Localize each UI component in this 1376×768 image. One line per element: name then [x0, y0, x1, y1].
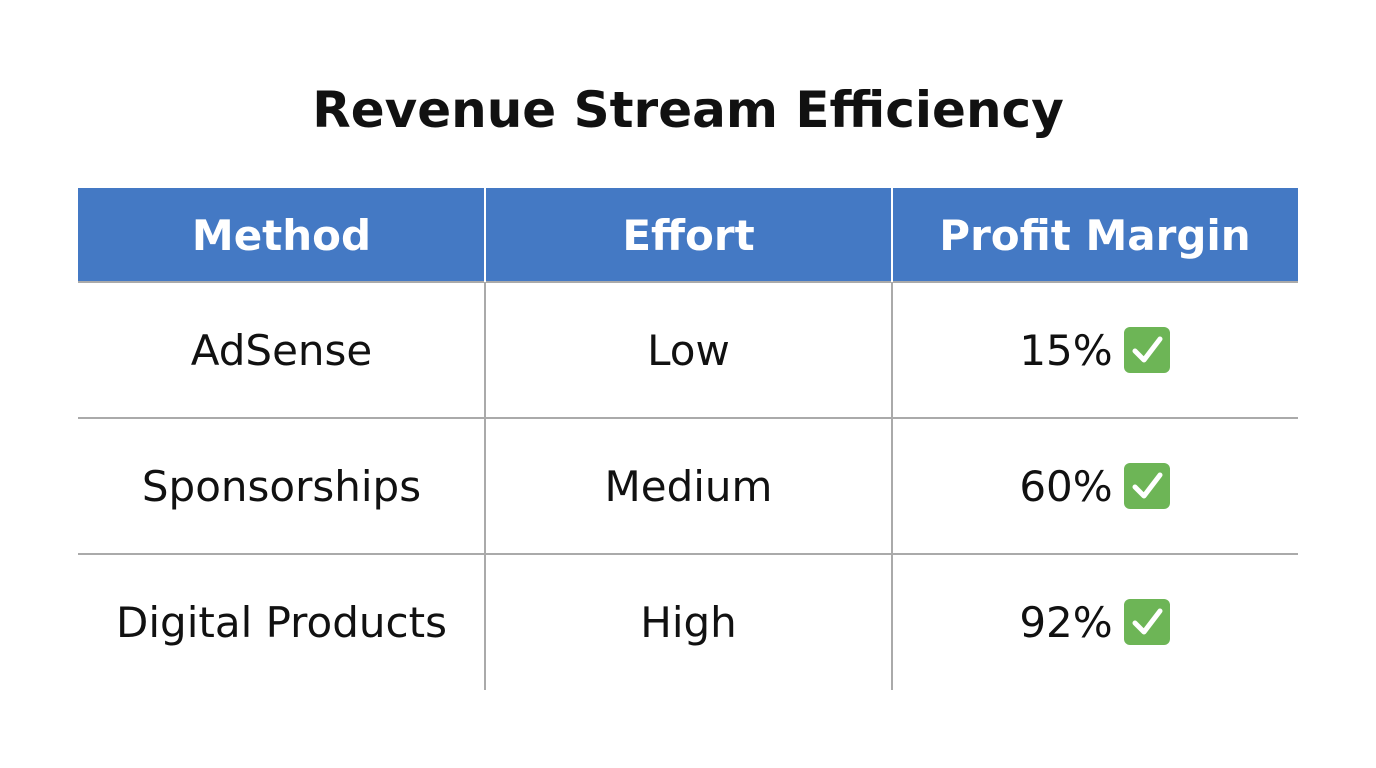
check-mark	[1132, 472, 1163, 499]
check-mark	[1132, 336, 1163, 363]
cell-text: 60%	[1019, 461, 1113, 511]
header-cell: Profit Margin	[892, 188, 1298, 282]
check-box	[1123, 463, 1170, 509]
cell-text: Profit Margin	[939, 210, 1251, 260]
row-divider	[78, 553, 1298, 555]
table-cell: 15%	[892, 282, 1298, 418]
cell-text: 15%	[1019, 325, 1113, 375]
cell-text: 92%	[1019, 597, 1113, 647]
table-cell: Sponsorships	[78, 418, 485, 554]
cell-text: Digital Products	[116, 597, 447, 647]
table: Method Effort Profit Margin AdSense Low 15% Sp…	[78, 188, 1298, 692]
table-cell: Medium	[485, 418, 892, 554]
check-box	[1123, 599, 1170, 645]
table-cell: Digital Products	[78, 554, 485, 690]
table-title: Revenue Stream Efficiency	[312, 81, 1064, 139]
col-divider	[484, 282, 486, 690]
header-col-divider	[891, 188, 893, 282]
table-cell: AdSense	[78, 282, 485, 418]
cell-text: Medium	[604, 461, 773, 511]
table-cell: 60%	[892, 418, 1298, 554]
check-icon	[1123, 327, 1170, 373]
header-divider	[78, 281, 1298, 283]
table-cell: Low	[485, 282, 892, 418]
table-cell: High	[485, 554, 892, 690]
col-divider	[891, 282, 893, 690]
header-cell: Effort	[485, 188, 892, 282]
check-mark	[1132, 608, 1163, 635]
cell-text: Method	[191, 210, 372, 260]
row-divider	[78, 417, 1298, 419]
table-cell: 92%	[892, 554, 1298, 690]
cell-text: Low	[647, 325, 730, 375]
check-icon	[1123, 463, 1170, 509]
check-box	[1123, 327, 1170, 373]
cell-text: Effort	[622, 210, 755, 260]
cell-text: Sponsorships	[141, 461, 422, 511]
cell-text: High	[640, 597, 737, 647]
header-col-divider	[484, 188, 486, 282]
cell-text: AdSense	[190, 325, 373, 375]
check-icon	[1123, 599, 1170, 645]
header-cell: Method	[78, 188, 485, 282]
